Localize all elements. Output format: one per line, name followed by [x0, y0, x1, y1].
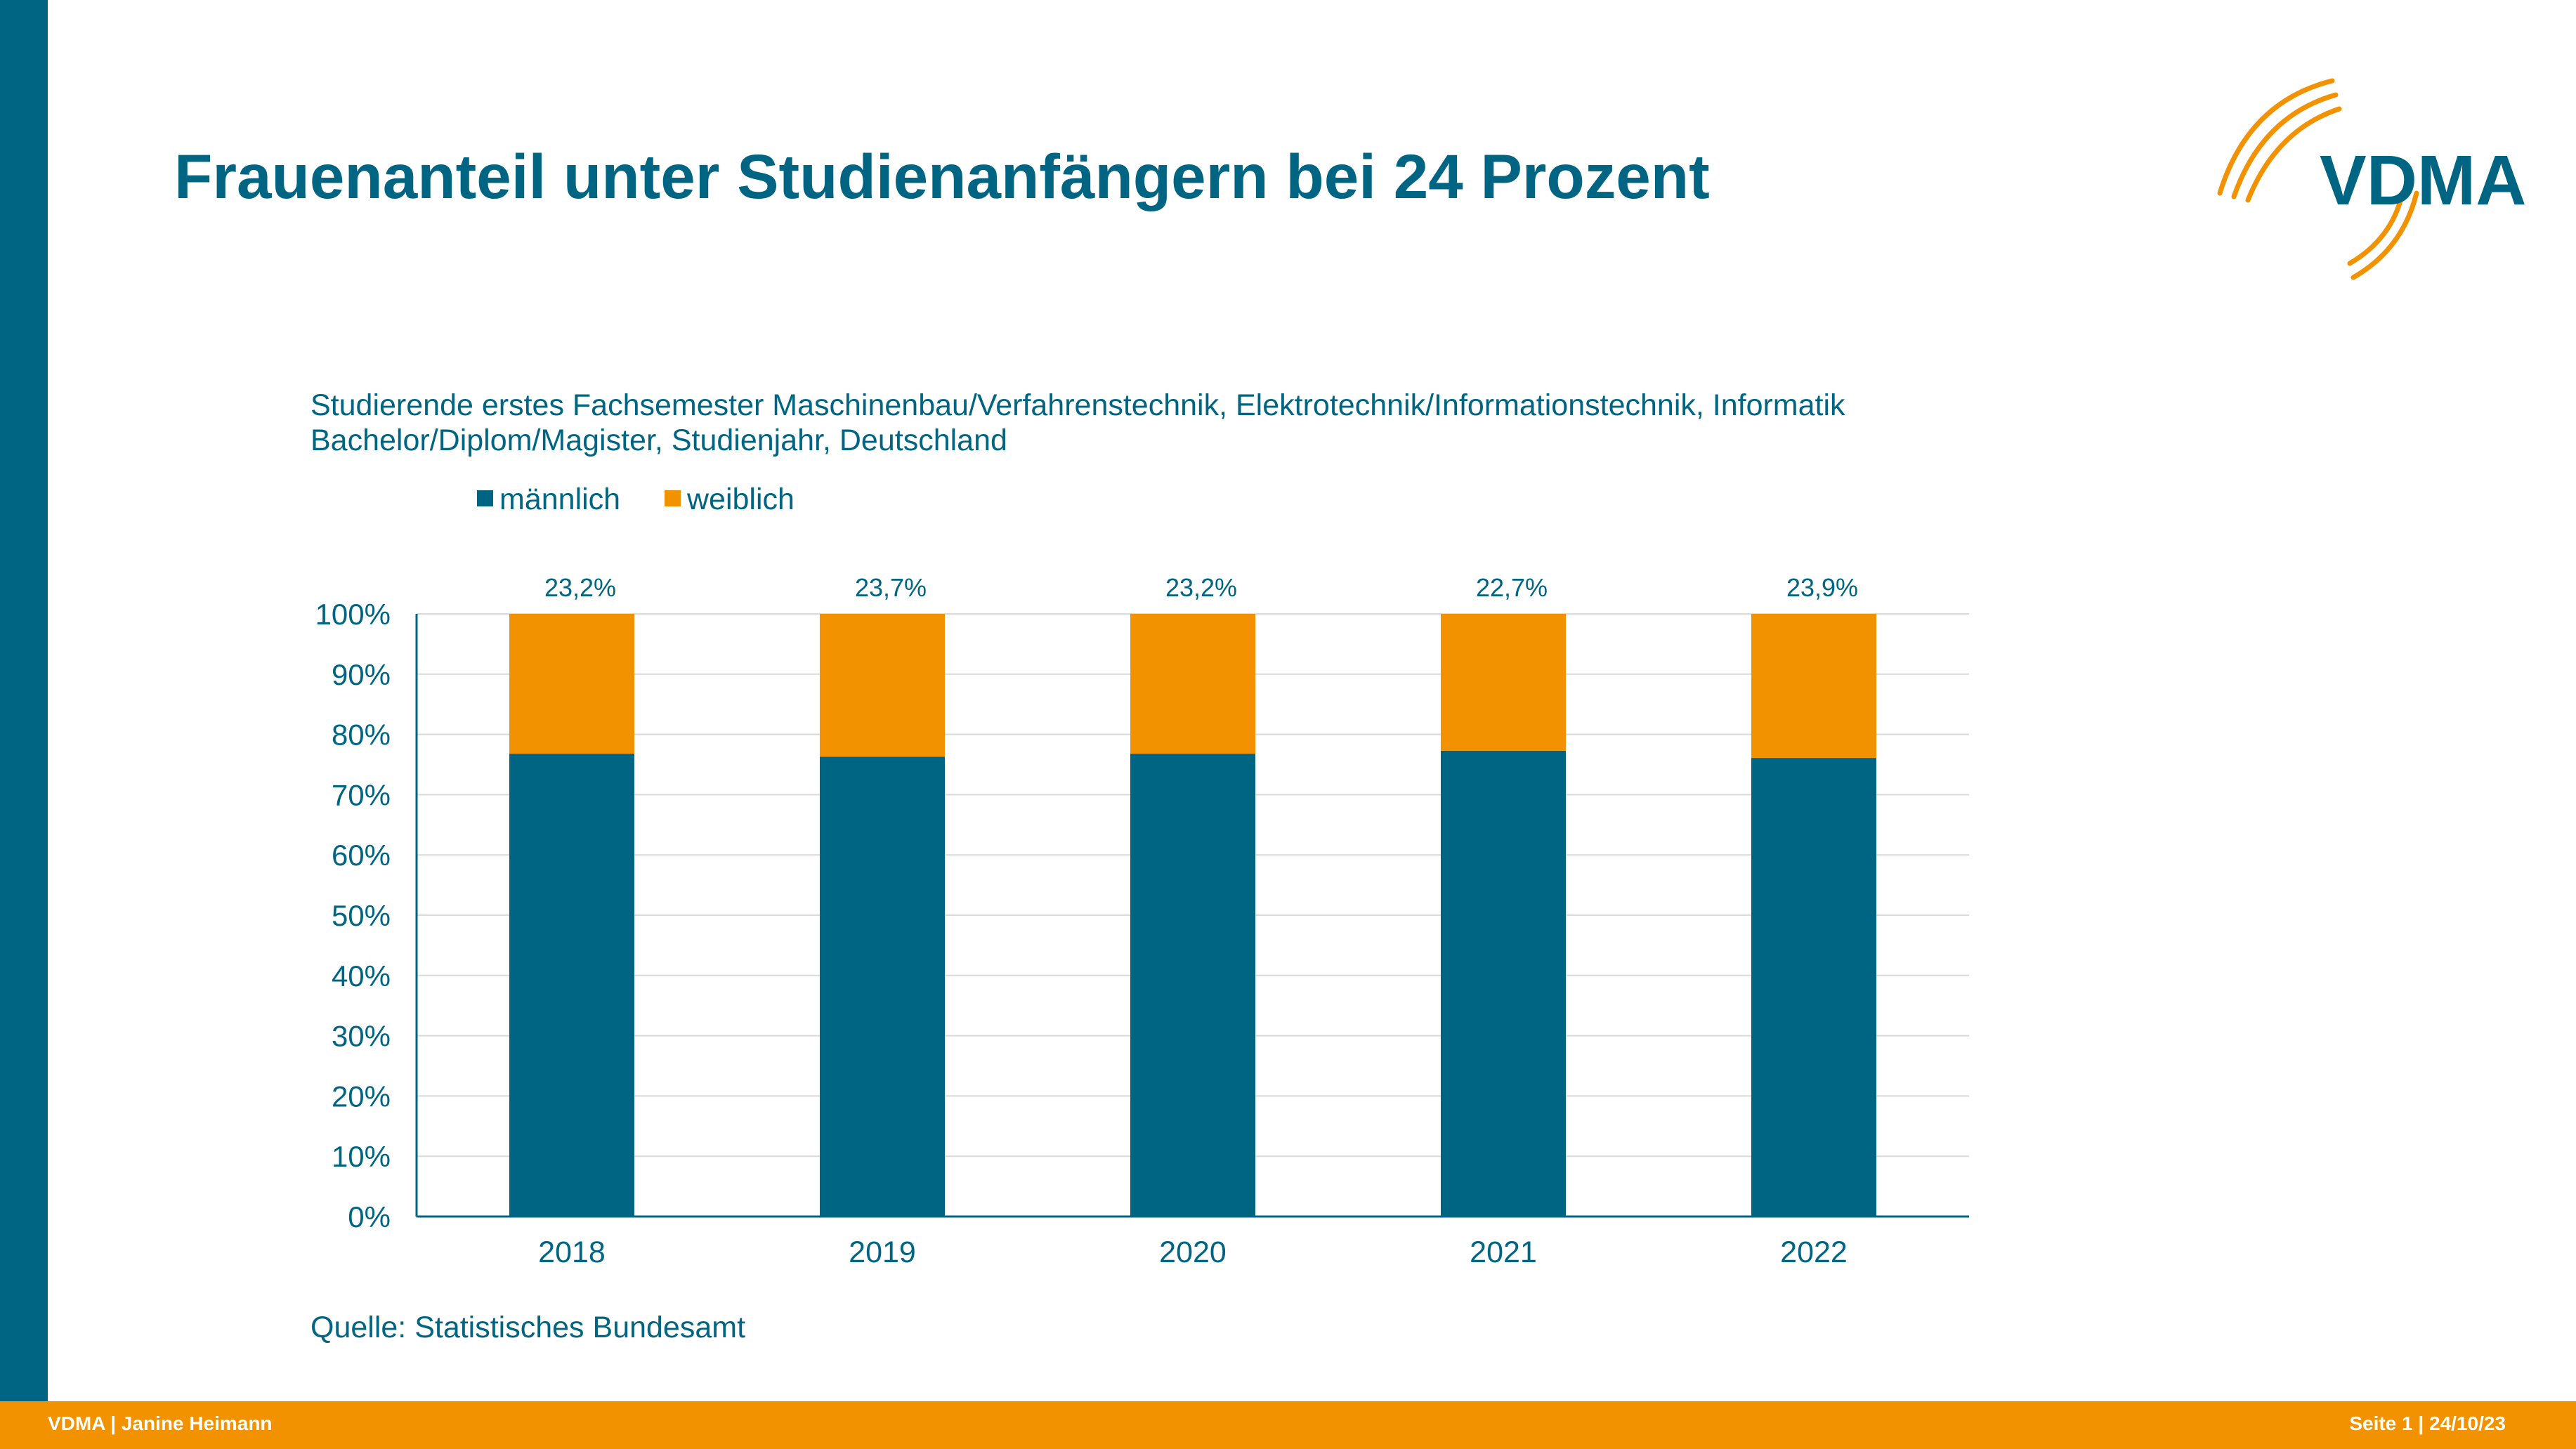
bar-weiblich-2020 — [1130, 614, 1255, 754]
chart-subtitle-line-1: Studierende erstes Fachsemester Maschine… — [310, 388, 1845, 422]
chart-subtitle: Studierende erstes Fachsemester Maschine… — [310, 388, 1845, 458]
data-label: 23,2% — [544, 573, 616, 602]
y-tick-label: 60% — [332, 839, 391, 872]
data-label: 23,7% — [855, 573, 927, 602]
y-tick-label: 100% — [315, 598, 391, 631]
y-tick-label: 90% — [332, 658, 391, 691]
label-layer: 0% 10% 20% 30% 40% 50% 60% 70% 80% 90% 100% 23,2% 20… — [315, 573, 1858, 1269]
bar-maennlich-2020 — [1130, 754, 1255, 1217]
source-note: Quelle: Statistisches Bundesamt — [310, 1311, 746, 1344]
y-tick-label: 30% — [332, 1020, 391, 1053]
x-tick-label: 2019 — [849, 1235, 916, 1269]
y-tick-label: 10% — [332, 1140, 391, 1173]
legend-label: weiblich — [686, 483, 795, 516]
bar-weiblich-2018 — [509, 614, 634, 754]
y-tick-label: 20% — [332, 1080, 391, 1113]
bar-maennlich-2018 — [509, 754, 634, 1217]
bar-weiblich-2022 — [1751, 614, 1876, 759]
x-tick-label: 2018 — [538, 1235, 606, 1269]
x-tick-label: 2020 — [1159, 1235, 1227, 1269]
footer-page-date: Seite 1 | 24/10/23 — [2349, 1412, 2506, 1434]
bar-maennlich-2022 — [1751, 758, 1876, 1217]
bar-maennlich-2021 — [1441, 750, 1566, 1217]
footer-author: VDMA | Janine Heimann — [48, 1412, 273, 1434]
x-tick-label: 2021 — [1470, 1235, 1537, 1269]
data-label: 23,2% — [1165, 573, 1237, 602]
y-tick-label: 80% — [332, 719, 391, 752]
bar-weiblich-2019 — [820, 614, 945, 757]
data-label: 23,9% — [1786, 573, 1858, 602]
data-label: 22,7% — [1476, 573, 1548, 602]
legend-swatch — [477, 490, 493, 506]
chart-subtitle-line-2: Bachelor/Diplom/Magister, Studienjahr, D… — [310, 424, 1007, 457]
legend-label: männlich — [499, 483, 620, 516]
x-tick-label: 2022 — [1780, 1235, 1848, 1269]
legend-swatch — [665, 490, 681, 506]
legend-layer: männlich weiblich — [477, 483, 795, 516]
y-tick-label: 40% — [332, 959, 391, 992]
footer-bar: VDMA | Janine Heimann Seite 1 | 24/10/23 — [0, 1401, 2576, 1449]
bar-layer — [509, 614, 1876, 1217]
left-accent-bar — [0, 0, 48, 1401]
bar-weiblich-2021 — [1441, 614, 1566, 751]
bar-maennlich-2019 — [820, 756, 945, 1217]
y-tick-label: 50% — [332, 899, 391, 932]
logo-wordmark: VDMA — [2320, 141, 2526, 220]
vdma-logo: VDMA — [2217, 78, 2526, 280]
y-tick-label: 70% — [332, 778, 391, 811]
y-tick-label: 0% — [348, 1200, 391, 1233]
slide-title: Frauenanteil unter Studienanfängern bei … — [174, 141, 1710, 211]
